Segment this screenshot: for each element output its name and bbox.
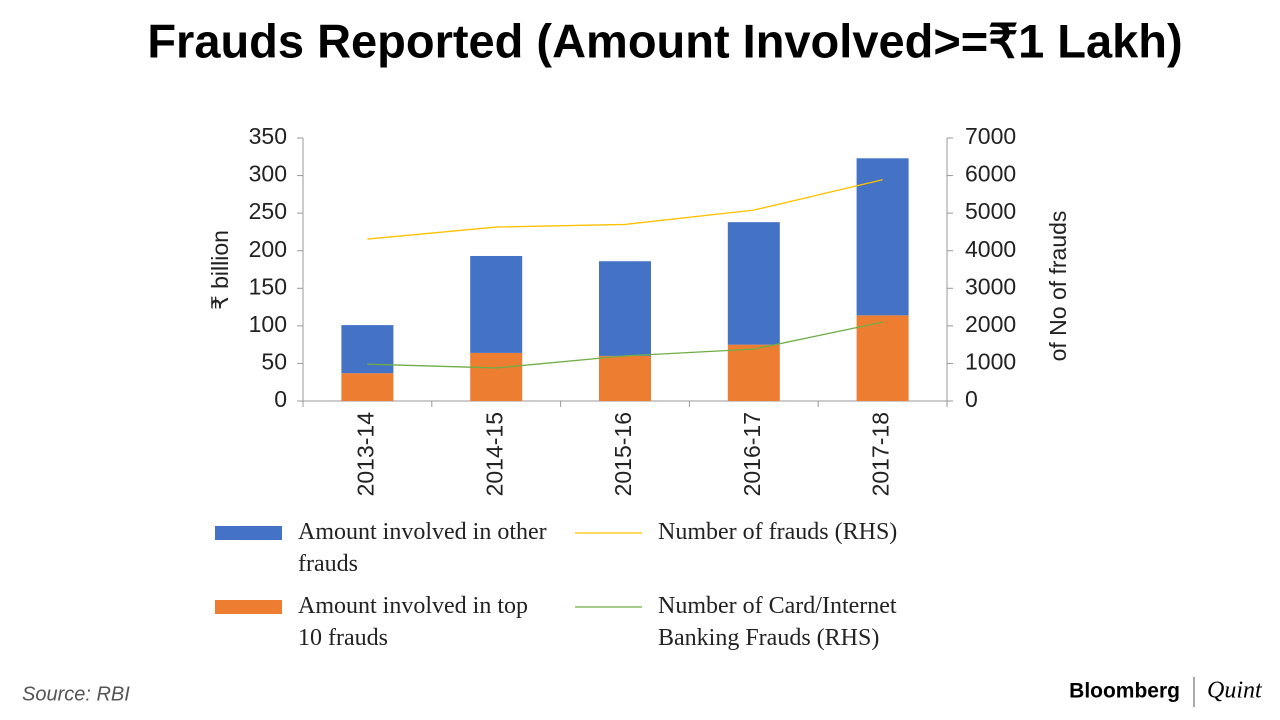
y2-tick-label: 0 [965,386,978,412]
legend-label: Number of Card/Internet Banking Frauds (… [658,593,897,651]
y-tick-label: 150 [249,273,287,299]
x-tick-label: 2016-17 [739,412,765,496]
y-tick-label: 300 [249,161,287,187]
x-tick-label: 2014-15 [481,412,507,496]
bar [727,222,780,345]
line [367,179,883,240]
source: Source: RBI [22,683,130,705]
bar [856,315,909,401]
legend-swatch [215,600,282,614]
y2-tick-label: 6000 [965,161,1016,187]
y-axis-label: ₹ billion [207,230,233,310]
brand: Bloomberg [1069,680,1180,703]
y2-axis-label: of No of frauds [1045,211,1071,362]
bar [856,158,909,316]
x-tick-label: 2013-14 [352,412,378,497]
y2-tick-label: 5000 [965,198,1016,224]
bar [470,352,523,401]
y-tick-label: 200 [249,236,287,262]
bar [727,344,780,401]
bar [470,255,523,353]
brand-suffix: Quint [1207,678,1263,704]
y2-tick-label: 1000 [965,349,1016,375]
chart-title: Frauds Reported (Amount Involved>=₹1 Lak… [147,14,1182,67]
y-tick-label: 50 [261,349,287,375]
line [367,321,883,369]
y-tick-label: 100 [249,311,287,337]
legend-swatch [215,526,282,540]
legend-label: Number of frauds (RHS) [658,519,898,545]
x-tick-label: 2015-16 [610,412,636,496]
y2-tick-label: 4000 [965,236,1016,262]
bar [599,261,651,356]
y-tick-label: 0 [274,386,287,412]
y-tick-label: 250 [249,198,287,224]
legend-label: Amount involved in other frauds [298,519,547,577]
y-tick-label: 350 [249,123,287,149]
bar [599,355,651,401]
y2-tick-label: 2000 [965,311,1016,337]
bar [341,373,394,401]
y2-tick-label: 3000 [965,273,1016,299]
bar [341,325,394,374]
legend-label: Amount involved in top 10 frauds [298,593,528,651]
y2-tick-label: 7000 [965,123,1016,149]
x-tick-label: 2017-18 [868,412,894,496]
